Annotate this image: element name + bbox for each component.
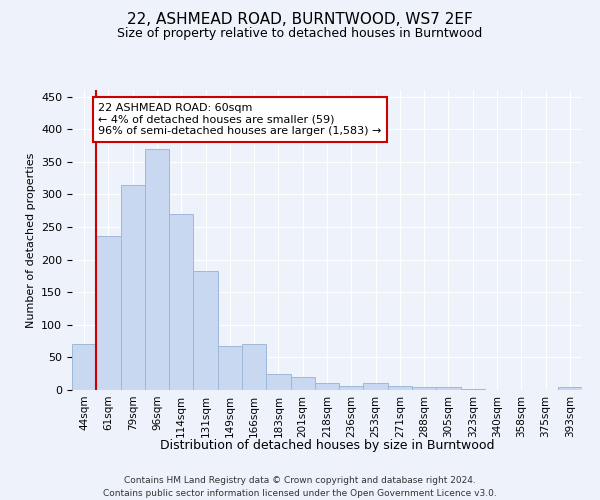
Bar [193, 270, 218, 390]
Text: Contains HM Land Registry data © Crown copyright and database right 2024.
Contai: Contains HM Land Registry data © Crown c… [103, 476, 497, 498]
Bar [339, 386, 364, 390]
Y-axis label: Number of detached properties: Number of detached properties [26, 152, 35, 328]
Bar [242, 344, 266, 390]
Text: Size of property relative to detached houses in Burntwood: Size of property relative to detached ho… [118, 28, 482, 40]
Bar [290, 377, 315, 390]
Bar [412, 388, 436, 390]
Text: 22, ASHMEAD ROAD, BURNTWOOD, WS7 2EF: 22, ASHMEAD ROAD, BURNTWOOD, WS7 2EF [127, 12, 473, 28]
Bar [121, 184, 145, 390]
Bar [218, 346, 242, 390]
Text: Distribution of detached houses by size in Burntwood: Distribution of detached houses by size … [160, 440, 494, 452]
Bar [315, 383, 339, 390]
Bar [145, 148, 169, 390]
Bar [388, 386, 412, 390]
Bar [364, 383, 388, 390]
Text: 22 ASHMEAD ROAD: 60sqm
← 4% of detached houses are smaller (59)
96% of semi-deta: 22 ASHMEAD ROAD: 60sqm ← 4% of detached … [98, 103, 382, 136]
Bar [436, 388, 461, 390]
Bar [266, 374, 290, 390]
Bar [169, 214, 193, 390]
Bar [96, 236, 121, 390]
Bar [558, 388, 582, 390]
Bar [72, 344, 96, 390]
